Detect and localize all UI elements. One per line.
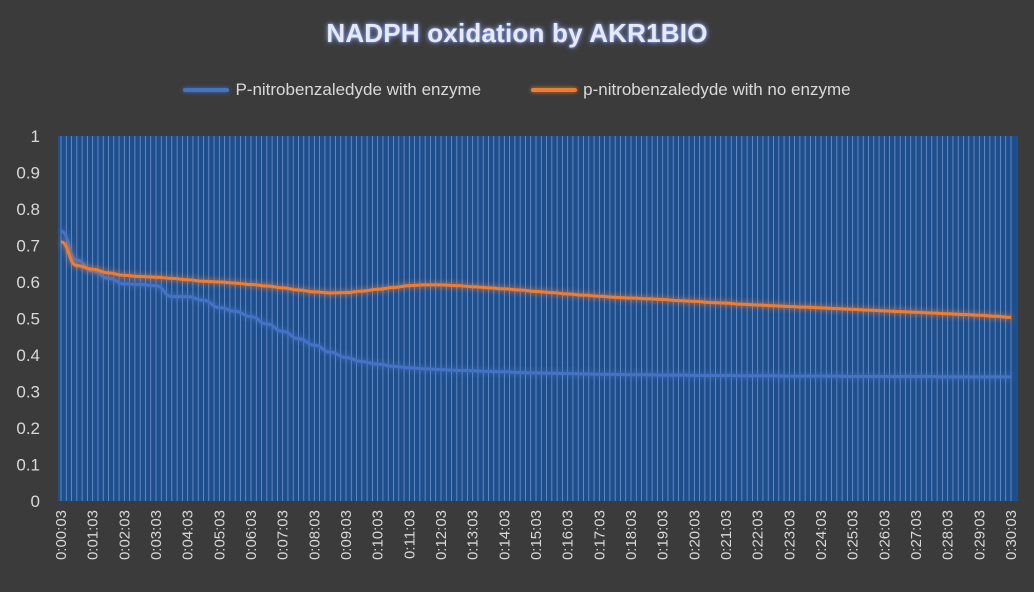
gridlines <box>60 136 1012 501</box>
x-tick-label: 0:06:03 <box>243 510 260 560</box>
series-line-0 <box>60 229 1011 379</box>
y-tick-label: 0.5 <box>16 310 40 329</box>
x-tick-label: 0:12:03 <box>433 510 450 560</box>
legend-item-series-1: p-nitrobenzaledyde with no enzyme <box>531 80 851 100</box>
x-tick-label: 0:07:03 <box>275 510 292 560</box>
x-tick-label: 0:01:03 <box>85 510 102 560</box>
y-tick-label: 0.4 <box>16 346 40 365</box>
legend-label-series-0: P-nitrobenzaledyde with enzyme <box>235 80 482 99</box>
x-tick-label: 0:27:03 <box>908 510 925 560</box>
x-tick-label: 0:13:03 <box>465 510 482 560</box>
legend-label-series-1: p-nitrobenzaledyde with no enzyme <box>583 80 851 99</box>
x-tick-label: 0:21:03 <box>718 510 735 560</box>
x-tick-label: 0:05:03 <box>211 510 228 560</box>
y-tick-label: 1 <box>31 127 40 146</box>
x-tick-label: 0:03:03 <box>148 510 165 560</box>
x-tick-label: 0:25:03 <box>845 510 862 560</box>
y-tick-label: 0 <box>31 492 40 511</box>
x-tick-label: 0:16:03 <box>560 510 577 560</box>
x-tick-label: 0:08:03 <box>306 510 323 560</box>
x-axis-ticks: 0:00:03 0:01:03 0:02:03 0:03:03 0:04:03 0:05:… <box>53 510 1020 560</box>
x-tick-label: 0:24:03 <box>813 510 830 560</box>
legend-swatch-series-0 <box>183 88 230 92</box>
y-tick-label: 0.7 <box>16 237 40 256</box>
x-tick-label: 0:04:03 <box>180 510 197 560</box>
legend: P-nitrobenzaledyde with enzyme p-nitrobe… <box>0 80 1034 100</box>
chart-title: NADPH oxidation by AKR1BIO <box>326 18 708 48</box>
y-tick-label: 0.1 <box>16 456 40 475</box>
x-tick-label: 0:28:03 <box>940 510 957 560</box>
x-tick-label: 0:26:03 <box>876 510 893 560</box>
x-tick-label: 0:14:03 <box>496 510 513 560</box>
x-tick-label: 0:18:03 <box>623 510 640 560</box>
x-tick-label: 0:00:03 <box>53 510 70 560</box>
legend-item-series-0: P-nitrobenzaledyde with enzyme <box>183 80 481 100</box>
x-tick-label: 0:02:03 <box>116 510 133 560</box>
x-tick-label: 0:15:03 <box>528 510 545 560</box>
x-tick-label: 0:09:03 <box>338 510 355 560</box>
y-tick-label: 0.3 <box>16 383 40 402</box>
x-tick-label: 0:11:03 <box>401 510 418 559</box>
x-tick-label: 0:17:03 <box>591 510 608 560</box>
y-tick-label: 0.9 <box>16 164 40 183</box>
series-line-1 <box>60 240 1012 319</box>
y-tick-label: 0.2 <box>16 419 40 438</box>
x-tick-label: 0:19:03 <box>655 510 672 560</box>
x-tick-label: 0:22:03 <box>750 510 767 560</box>
y-tick-label: 0.6 <box>16 273 40 292</box>
x-tick-label: 0:23:03 <box>781 510 798 560</box>
x-tick-label: 0:30:03 <box>1003 510 1020 560</box>
y-tick-label: 0.8 <box>16 200 40 219</box>
series-lines <box>60 229 1012 379</box>
x-tick-label: 0:10:03 <box>370 510 387 560</box>
y-axis-ticks: 0 0.1 0.2 0.3 0.4 0.5 0.6 0.7 0.8 0.9 1 <box>16 127 40 511</box>
legend-swatch-series-1 <box>531 88 578 92</box>
x-tick-label: 0:20:03 <box>686 510 703 560</box>
x-tick-label: 0:29:03 <box>971 510 988 560</box>
